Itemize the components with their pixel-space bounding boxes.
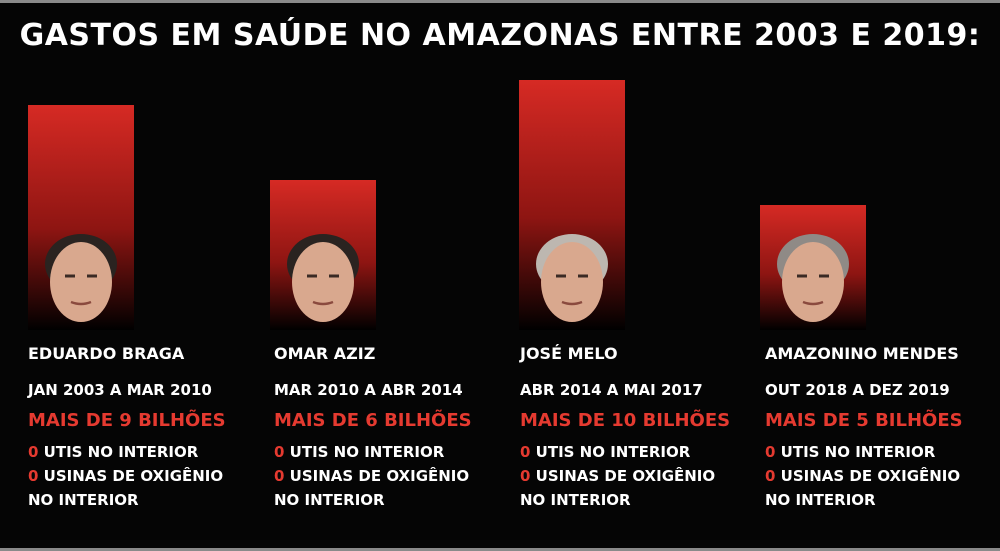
icu-line: 0 UTIS NO INTERIOR	[765, 440, 1000, 464]
spending-amount: MAIS DE 5 BILHÕES	[765, 410, 963, 431]
zero-count: 0	[28, 467, 39, 485]
oxygen-text: USINAS DE OXIGÊNIO	[284, 467, 470, 485]
interior-line: NO INTERIOR	[520, 491, 631, 509]
icu-line: 0 UTIS NO INTERIOR	[520, 440, 760, 464]
zero-count: 0	[765, 467, 776, 485]
zero-count: 0	[274, 443, 285, 461]
oxygen-text: USINAS DE OXIGÊNIO	[38, 467, 224, 485]
zero-count: 0	[274, 467, 285, 485]
oxygen-line: 0 USINAS DE OXIGÊNIO	[274, 464, 514, 488]
zero-count: 0	[28, 443, 39, 461]
icu-text: UTIS NO INTERIOR	[38, 443, 199, 461]
icu-text: UTIS NO INTERIOR	[775, 443, 936, 461]
icu-line: 0 UTIS NO INTERIOR	[274, 440, 514, 464]
interior-line: NO INTERIOR	[28, 491, 139, 509]
politician-name: JOSÉ MELO	[520, 344, 618, 363]
zero-count: 0	[520, 467, 531, 485]
politician-name: EDUARDO BRAGA	[28, 344, 185, 363]
spending-amount: MAIS DE 10 BILHÕES	[520, 410, 731, 431]
icu-line: 0 UTIS NO INTERIOR	[28, 440, 268, 464]
spending-amount: MAIS DE 9 BILHÕES	[28, 410, 226, 431]
politician-column: JOSÉ MELO ABR 2014 A MAI 2017 MAIS DE 10…	[520, 344, 760, 512]
oxygen-line: 0 USINAS DE OXIGÊNIO	[28, 464, 268, 488]
term-period: JAN 2003 A MAR 2010	[28, 381, 212, 399]
term-period: ABR 2014 A MAI 2017	[520, 381, 703, 399]
icu-text: UTIS NO INTERIOR	[530, 443, 691, 461]
zero-count: 0	[765, 443, 776, 461]
politician-name: OMAR AZIZ	[274, 344, 376, 363]
oxygen-text: USINAS DE OXIGÊNIO	[530, 467, 716, 485]
portrait-amazonino-mendes-icon	[777, 234, 849, 322]
oxygen-line: 0 USINAS DE OXIGÊNIO	[520, 464, 760, 488]
term-period: OUT 2018 A DEZ 2019	[765, 381, 950, 399]
portrait-jose-melo-icon	[536, 234, 608, 322]
politician-column: OMAR AZIZ MAR 2010 A ABR 2014 MAIS DE 6 …	[274, 344, 514, 512]
icu-text: UTIS NO INTERIOR	[284, 443, 445, 461]
politician-name: AMAZONINO MENDES	[765, 344, 959, 363]
portrait-eduardo-braga-icon	[45, 234, 117, 322]
chart-title: GASTOS EM SAÚDE NO AMAZONAS ENTRE 2003 E…	[19, 18, 981, 53]
politician-column: EDUARDO BRAGA JAN 2003 A MAR 2010 MAIS D…	[28, 344, 268, 512]
interior-line: NO INTERIOR	[274, 491, 385, 509]
interior-line: NO INTERIOR	[765, 491, 876, 509]
oxygen-text: USINAS DE OXIGÊNIO	[775, 467, 961, 485]
portrait-omar-aziz-icon	[287, 234, 359, 322]
spending-amount: MAIS DE 6 BILHÕES	[274, 410, 472, 431]
politician-column: AMAZONINO MENDES OUT 2018 A DEZ 2019 MAI…	[765, 344, 1000, 512]
oxygen-line: 0 USINAS DE OXIGÊNIO	[765, 464, 1000, 488]
zero-count: 0	[520, 443, 531, 461]
term-period: MAR 2010 A ABR 2014	[274, 381, 463, 399]
